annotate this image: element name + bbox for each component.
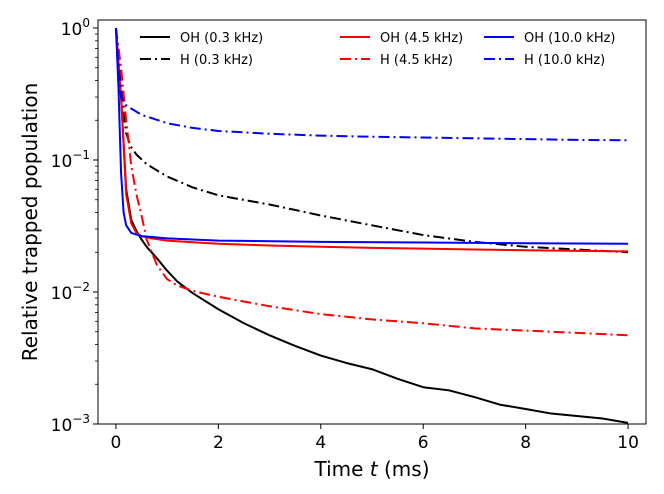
axes-ticks: 0 2 4 6 8 10 10−3 10−2 10−1 100 — [51, 16, 639, 453]
series-line-h-0-3-khz — [114, 27, 629, 254]
series-line-h-4-5-khz — [114, 27, 629, 337]
y-tick-label: 10−1 — [51, 148, 90, 172]
y-tick-label: 10−2 — [51, 280, 90, 304]
series-layer — [114, 27, 629, 424]
plot-frame — [97, 19, 647, 425]
y-axis-label: Relative trapped population — [18, 83, 42, 362]
x-tick-label: 0 — [111, 433, 122, 453]
x-axis-label: Time t (ms) — [313, 457, 429, 481]
legend: OH (0.3 kHz) OH (4.5 kHz) OH (10.0 kHz) H (… — [140, 31, 616, 68]
x-tick-label: 2 — [213, 433, 224, 453]
series-line-oh-10-0-khz — [114, 27, 629, 245]
legend-label: OH (0.3 kHz) — [180, 31, 263, 46]
x-tick-label: 4 — [315, 433, 326, 453]
legend-label: H (10.0 kHz) — [524, 53, 605, 68]
series-line-h-10-0-khz — [114, 27, 629, 142]
legend-label: OH (4.5 kHz) — [380, 31, 463, 46]
x-tick-label: 8 — [520, 433, 531, 453]
legend-label: OH (10.0 kHz) — [524, 31, 616, 46]
series-line-oh-4-5-khz — [114, 27, 629, 253]
y-tick-label: 10−3 — [51, 412, 90, 436]
x-tick-label: 6 — [418, 433, 429, 453]
legend-label: H (0.3 kHz) — [180, 53, 253, 68]
legend-label: H (4.5 kHz) — [380, 53, 453, 68]
y-tick-label: 100 — [61, 16, 90, 40]
x-tick-label: 10 — [617, 433, 639, 453]
